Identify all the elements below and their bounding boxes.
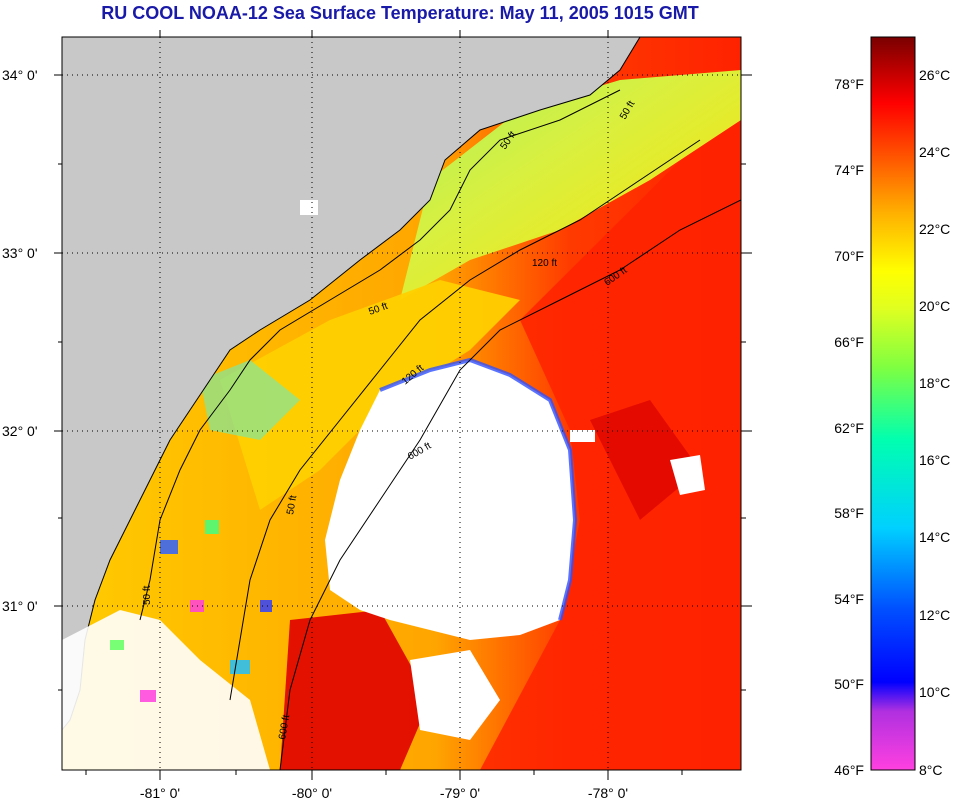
legend-f-74: 74°F [834, 162, 864, 178]
lon-label-81: -81° 0' [140, 785, 180, 801]
contour-label-7: 600 ft [277, 714, 292, 741]
cloud-south [410, 650, 500, 740]
coastal-cool-north [400, 70, 741, 300]
noise-pixels [110, 520, 272, 702]
colorbar [870, 36, 916, 771]
legend-c-26: 26°C [919, 67, 950, 83]
legend-c-24: 24°C [919, 144, 950, 160]
contour-label-9: 50 ft [285, 494, 299, 515]
land [62, 37, 640, 730]
lat-label-34: 34° 0' [2, 67, 38, 83]
legend-c-18: 18°C [919, 375, 950, 391]
legend-f-70: 70°F [834, 248, 864, 264]
lat-label-31: 31° 0' [2, 598, 38, 614]
legend-c-12: 12°C [919, 607, 950, 623]
cloud-small-1 [670, 455, 705, 495]
lon-label-80: -80° 0' [292, 785, 332, 801]
map-frame [61, 36, 742, 771]
cloud-small-2 [570, 430, 595, 442]
legend-f-46: 46°F [834, 762, 864, 778]
legend-c-22: 22°C [919, 221, 950, 237]
legend-c-10: 10°C [919, 684, 950, 700]
warm-patch-south [280, 610, 430, 770]
legend-fahrenheit: 78°F 74°F 70°F 66°F 62°F 58°F 54°F 50°F … [834, 76, 864, 778]
axis-ticks [54, 30, 752, 780]
legend-c-8: 8°C [919, 762, 943, 778]
contour-label-8: 50 ft [142, 585, 153, 605]
legend-f-50: 50°F [834, 676, 864, 692]
legend-f-62: 62°F [834, 420, 864, 436]
legend-c-16: 16°C [919, 452, 950, 468]
legend-f-78: 78°F [834, 76, 864, 92]
shelf-water [220, 280, 520, 510]
lat-label-32: 32° 0' [2, 423, 38, 439]
cloud-main [325, 360, 575, 640]
cloud-edge [379, 357, 578, 621]
legend-f-54: 54°F [834, 591, 864, 607]
lon-label-78: -78° 0' [588, 785, 628, 801]
graticule [62, 37, 741, 770]
legend-f-66: 66°F [834, 334, 864, 350]
lat-label-33: 33° 0' [2, 245, 38, 261]
lon-label-79: -79° 0' [440, 785, 480, 801]
map-title: RU COOL NOAA-12 Sea Surface Temperature:… [101, 3, 699, 23]
depth-contours [139, 89, 741, 770]
cool-patch [200, 360, 300, 440]
cloud-small-3 [300, 200, 318, 215]
legend-c-14: 14°C [919, 529, 950, 545]
warm-core [590, 400, 700, 520]
legend-f-58: 58°F [834, 505, 864, 521]
legend-celsius: 26°C 24°C 22°C 20°C 18°C 16°C 14°C 12°C … [919, 67, 950, 778]
coastline [62, 37, 641, 731]
contour-label-4: 120 ft [532, 258, 557, 269]
legend-c-20: 20°C [919, 298, 950, 314]
